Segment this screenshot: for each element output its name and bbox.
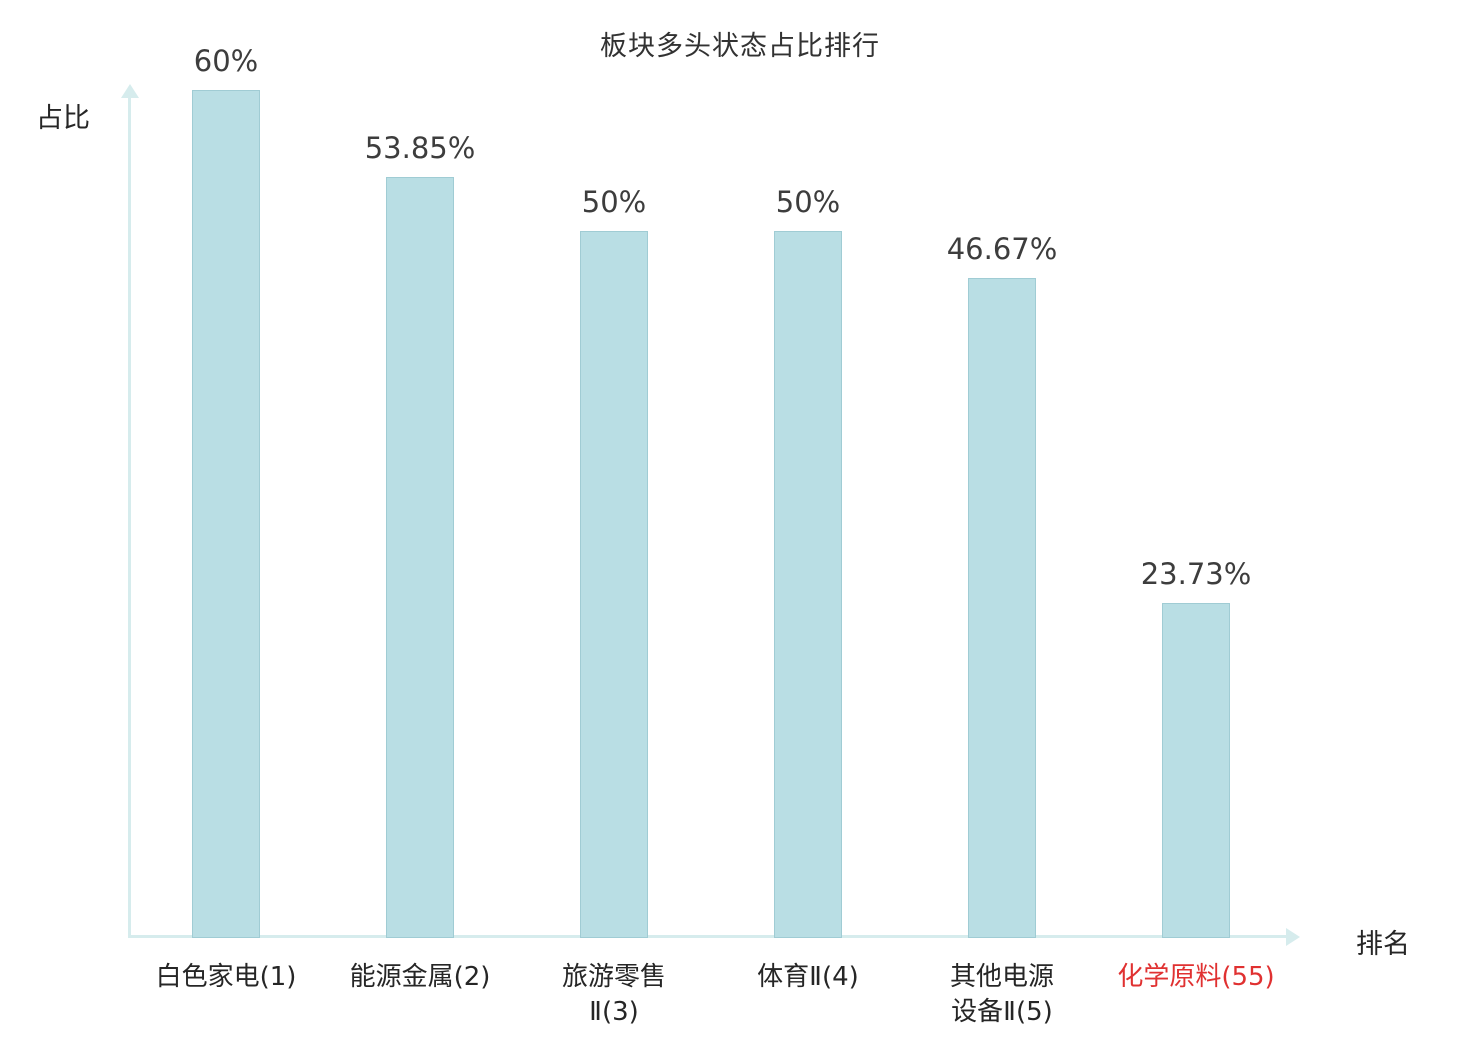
bar bbox=[1162, 603, 1230, 938]
category-label: 体育Ⅱ(4) bbox=[757, 962, 859, 992]
bar-value-label: 50% bbox=[775, 185, 841, 219]
bar-value-label: 46.67% bbox=[946, 232, 1058, 266]
bar-value-label: 60% bbox=[193, 44, 259, 78]
y-axis-line bbox=[128, 96, 131, 938]
category-label: 白色家电(1) bbox=[155, 962, 297, 992]
bar-value-label: 50% bbox=[581, 185, 647, 219]
bar bbox=[580, 231, 648, 938]
category-label: 能源金属(2) bbox=[349, 962, 491, 992]
category-label: 化学原料(55) bbox=[1117, 962, 1275, 992]
category-label: 旅游零售 Ⅱ(3) bbox=[561, 962, 666, 1027]
x-axis-line bbox=[128, 935, 1288, 938]
y-axis-label: 占比 bbox=[36, 103, 90, 134]
y-axis-arrow-icon bbox=[121, 84, 139, 98]
bar-value-label: 53.85% bbox=[364, 131, 476, 165]
x-axis-label: 排名 bbox=[1356, 929, 1410, 960]
bar bbox=[968, 278, 1036, 938]
chart-title: 板块多头状态占比排行 bbox=[600, 31, 880, 62]
x-axis-arrow-icon bbox=[1286, 927, 1300, 946]
category-label: 其他电源 设备Ⅱ(5) bbox=[949, 962, 1054, 1027]
bar bbox=[386, 177, 454, 938]
bar bbox=[192, 90, 260, 938]
bar bbox=[774, 231, 842, 938]
bar-value-label: 23.73% bbox=[1140, 557, 1252, 591]
